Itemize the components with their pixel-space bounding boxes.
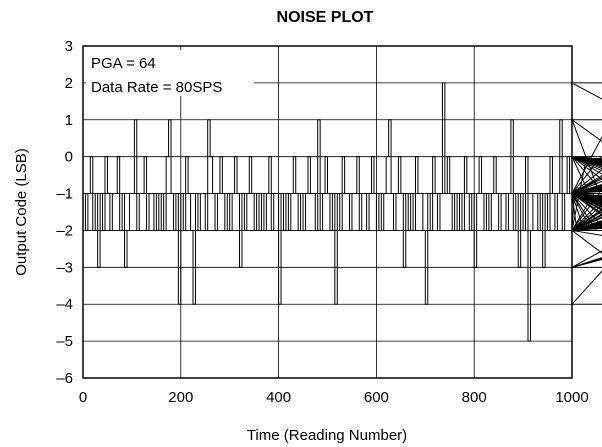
x-tick-label: 800: [462, 389, 487, 406]
data-series: [83, 82, 602, 342]
y-tick-label: –4: [56, 296, 73, 313]
y-axis-ticks: 3 2 1 0 –1 –2 –3 –4 –5 –6: [56, 38, 73, 387]
annotation-pga: PGA = 64: [91, 55, 156, 72]
x-tick-label: 0: [79, 389, 87, 406]
y-tick-label: –1: [56, 186, 73, 203]
y-tick-label: –5: [56, 333, 73, 350]
y-tick-label: 3: [65, 38, 73, 55]
y-tick-label: 2: [65, 75, 73, 92]
x-axis-label: Time (Reading Number): [247, 427, 407, 444]
y-tick-label: 1: [65, 112, 73, 129]
noise-series-line: [83, 82, 602, 342]
x-tick-label: 400: [266, 389, 291, 406]
x-tick-label: 1000: [555, 389, 588, 406]
plot-frame: [82, 45, 573, 379]
y-tick-label: –6: [56, 370, 73, 387]
x-axis-ticks: 0 200 400 600 800 1000: [79, 389, 589, 406]
y-axis-label: Output Code (LSB): [13, 148, 30, 276]
y-tick-label: –2: [56, 222, 73, 239]
annotation-data-rate: Data Rate = 80SPS: [91, 79, 222, 96]
x-tick-label: 200: [168, 389, 193, 406]
x-tick-label: 600: [364, 389, 389, 406]
annotation-box: [86, 50, 254, 96]
y-tick-label: 0: [65, 149, 73, 166]
y-tick-label: –3: [56, 259, 73, 276]
chart-title: NOISE PLOT: [277, 9, 374, 26]
